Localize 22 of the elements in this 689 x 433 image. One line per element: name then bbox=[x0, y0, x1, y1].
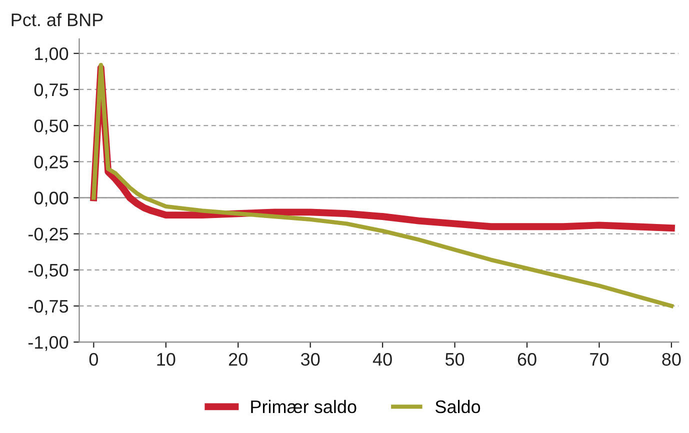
y-tick-label: -1,00 bbox=[28, 336, 68, 351]
x-tick-label: 30 bbox=[300, 352, 320, 366]
x-tick-label: 70 bbox=[590, 352, 609, 366]
x-tick-label: 10 bbox=[157, 352, 176, 366]
x-tick-label: 0 bbox=[89, 352, 98, 366]
y-tick-label: 0,75 bbox=[34, 83, 68, 98]
y-axis-title: Pct. af BNP bbox=[12, 13, 103, 26]
line-series bbox=[92, 62, 674, 308]
y-tick-label: 0,25 bbox=[34, 156, 68, 171]
x-tick-label: 50 bbox=[445, 352, 464, 366]
x-tick-label: 20 bbox=[228, 352, 248, 366]
y-tick-label: -0,75 bbox=[28, 300, 68, 315]
x-tick-label: 60 bbox=[518, 352, 536, 366]
y-tick-label: -0,25 bbox=[28, 228, 68, 243]
x-tick-label: 40 bbox=[372, 352, 392, 366]
x-tick-label: 80 bbox=[662, 352, 681, 366]
y-tick-label: 0,50 bbox=[34, 120, 68, 134]
y-tick-label: -0,50 bbox=[28, 264, 68, 279]
legend-label: Primær saldo bbox=[251, 400, 356, 414]
y-tick-label: 1,00 bbox=[35, 47, 68, 62]
y-tick-label: 0,00 bbox=[34, 192, 68, 207]
legend-label: Saldo bbox=[435, 400, 480, 414]
